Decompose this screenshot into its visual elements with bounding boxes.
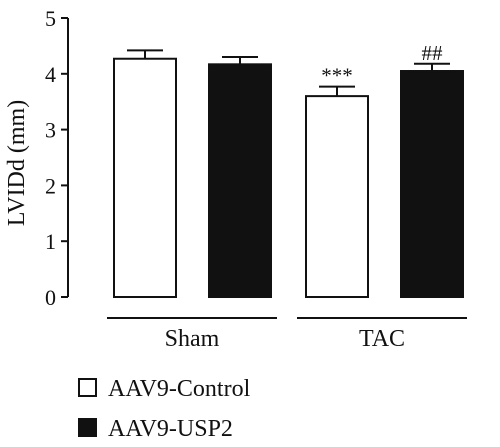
y-tick-label: 4 [45, 62, 56, 87]
legend-label: AAV9-USP2 [108, 416, 233, 442]
y-tick-label: 0 [45, 285, 56, 310]
group-label-sham: Sham [165, 326, 220, 352]
axes: 0 1 2 3 4 5 [45, 6, 69, 310]
legend: AAV9-Control AAV9-USP2 [78, 376, 251, 442]
legend-label: AAV9-Control [108, 376, 251, 402]
bar-aav9-control-sham [113, 57, 177, 299]
bar-aav9-control-tac [305, 95, 369, 299]
y-tick-label: 2 [45, 173, 56, 198]
group-labels: Sham TAC [107, 317, 467, 352]
bar-aav9-usp2-tac [400, 70, 464, 299]
group-label-tac: TAC [359, 326, 405, 352]
legend-swatch [78, 378, 97, 397]
significance-marker: *** [321, 64, 353, 88]
y-tick-label: 5 [45, 6, 56, 31]
y-tick-label: 3 [45, 118, 56, 143]
y-tick-label: 1 [45, 229, 56, 254]
y-axis-title: LVIDd (mm) [4, 100, 30, 226]
bar-aav9-usp2-sham [208, 63, 272, 299]
significance-marker: ## [422, 41, 444, 65]
bars: *** ## [113, 41, 464, 299]
legend-swatch [78, 418, 97, 437]
